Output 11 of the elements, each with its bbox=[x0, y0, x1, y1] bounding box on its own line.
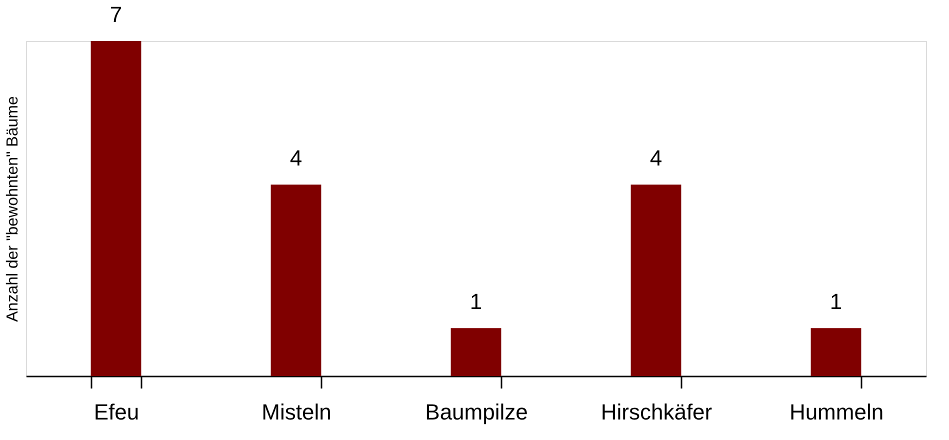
x-tick-label: Baumpilze bbox=[425, 400, 528, 424]
data-label: 4 bbox=[290, 146, 302, 171]
y-axis-title: Anzahl der "bewohnten" Bäume bbox=[4, 96, 22, 322]
data-label: 1 bbox=[830, 289, 842, 314]
x-tick-label: Misteln bbox=[262, 400, 332, 424]
x-tick-label: Hirschkäfer bbox=[600, 400, 712, 424]
data-label: 4 bbox=[650, 146, 662, 171]
data-label: 1 bbox=[470, 289, 482, 314]
x-tick-label: Efeu bbox=[94, 400, 140, 424]
x-tick-label: Hummeln bbox=[789, 400, 884, 424]
data-label: 7 bbox=[110, 2, 122, 27]
